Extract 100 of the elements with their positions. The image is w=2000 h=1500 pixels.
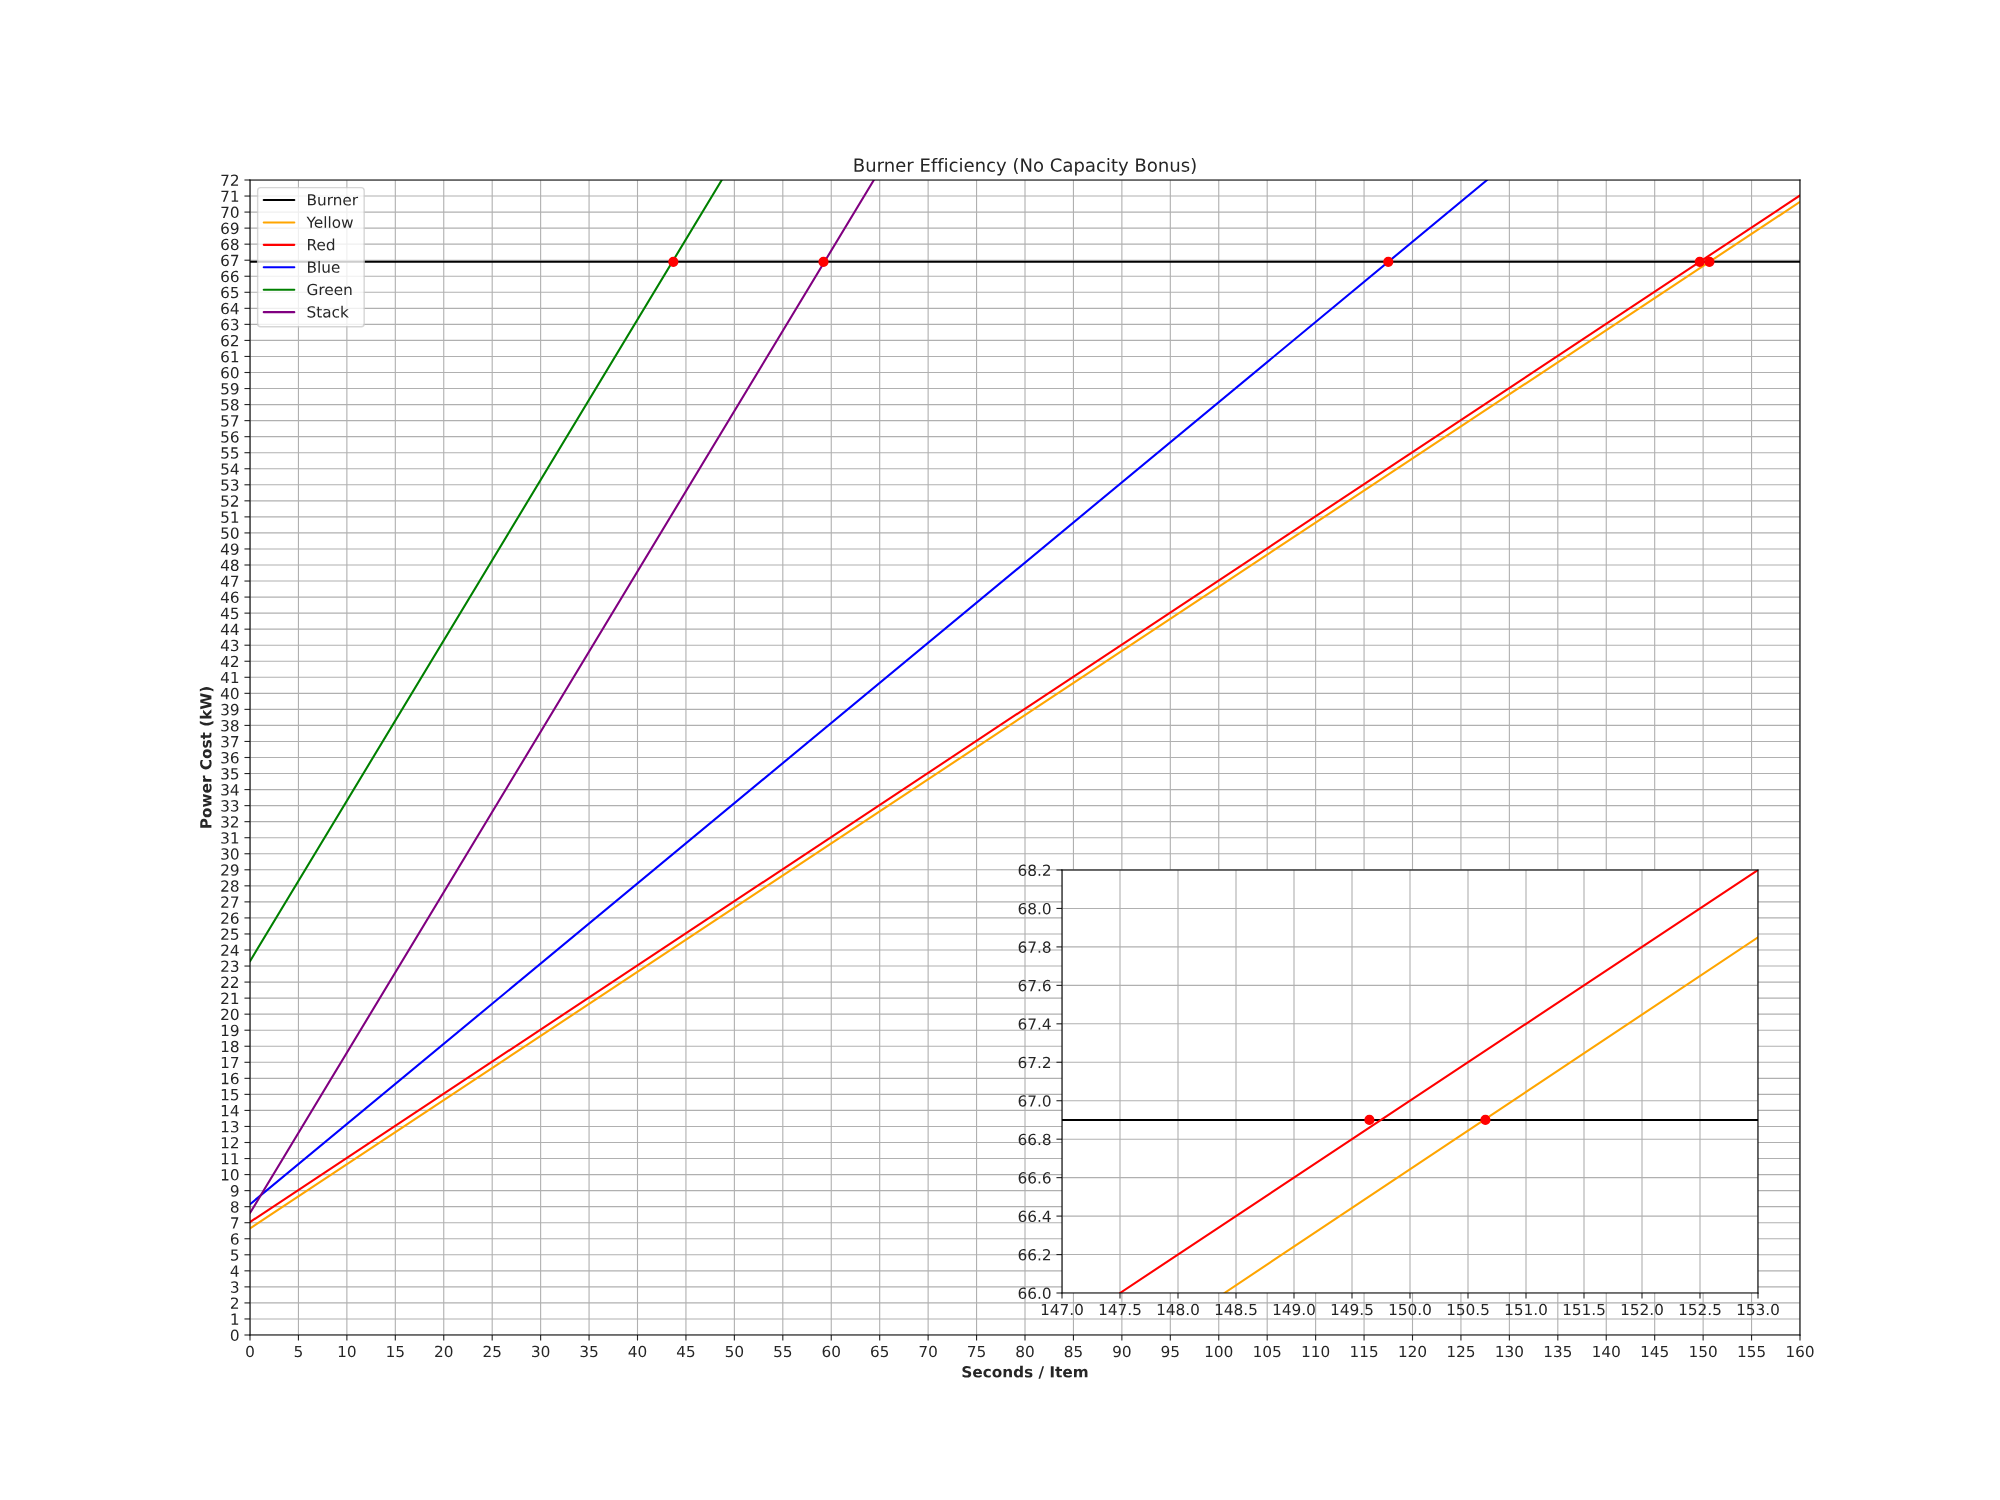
y-tick-label: 62 [221, 334, 239, 347]
y-tick-label: 29 [221, 864, 239, 876]
x-tick-label: 5 [294, 1345, 302, 1358]
y-tick-label: 67.2 [1018, 1056, 1051, 1069]
y-tick-label: 17 [221, 1056, 239, 1069]
y-tick-label: 54 [221, 463, 239, 475]
y-tick-label: 24 [221, 944, 239, 956]
x-tick-label: 150.5 [1447, 1303, 1489, 1316]
y-tick-label: 53 [221, 479, 239, 491]
y-tick-label: 44 [220, 623, 239, 635]
x-tick-label: 25 [483, 1345, 501, 1358]
y-tick-label: 15 [221, 1089, 239, 1101]
y-tick-label: 21 [221, 992, 239, 1004]
y-tick-label: 66 [221, 270, 239, 283]
x-tick-label: 150 [1690, 1345, 1717, 1358]
legend-label: Stack [307, 305, 349, 318]
y-tick-label: 39 [221, 703, 239, 716]
y-tick-label: 70 [221, 206, 239, 219]
x-tick-label: 150.0 [1389, 1303, 1431, 1316]
x-tick-label: 149.5 [1331, 1303, 1373, 1316]
x-tick-label: 45 [676, 1345, 695, 1358]
y-tick-label: 19 [221, 1024, 239, 1037]
y-tick-label: 66.8 [1018, 1133, 1051, 1146]
y-tick-label: 9 [230, 1185, 239, 1197]
y-tick-label: 2 [230, 1297, 239, 1309]
y-tick-label: 66.4 [1018, 1210, 1051, 1223]
y-tick-label: 6 [230, 1233, 239, 1245]
y-tick-label: 68.2 [1018, 864, 1051, 877]
y-tick-label: 67 [221, 254, 239, 267]
y-tick-label: 67.4 [1018, 1018, 1051, 1030]
chart-title: Burner Efficiency (No Capacity Bonus) [854, 157, 1196, 176]
y-tick-label: 31 [221, 832, 239, 844]
y-tick-label: 12 [221, 1136, 239, 1149]
x-tick-label: 145 [1641, 1345, 1668, 1358]
x-tick-label: 0 [246, 1345, 254, 1358]
y-tick-label: 49 [220, 543, 239, 555]
x-tick-label: 35 [580, 1345, 598, 1358]
y-tick-label: 59 [221, 383, 239, 395]
x-tick-label: 60 [822, 1345, 840, 1358]
y-tick-label: 34 [221, 784, 239, 796]
y-tick-label: 33 [221, 800, 239, 812]
y-tick-label: 66.0 [1018, 1287, 1051, 1300]
x-tick-label: 160 [1787, 1345, 1814, 1358]
y-tick-label: 67.6 [1018, 979, 1051, 992]
y-tick-label: 69 [221, 222, 239, 235]
y-tick-label: 22 [221, 976, 239, 988]
x-tick-label: 105 [1254, 1345, 1281, 1358]
x-axis-title: Seconds / Item [962, 1365, 1088, 1379]
y-tick-label: 40 [220, 687, 239, 700]
y-tick-label: 72 [221, 174, 239, 186]
y-tick-label: 41 [220, 671, 239, 684]
y-tick-label: 1 [231, 1313, 239, 1325]
y-tick-label: 61 [221, 350, 239, 363]
x-tick-label: 153.0 [1737, 1303, 1779, 1316]
y-tick-label: 48 [220, 559, 239, 572]
x-tick-label: 125 [1448, 1345, 1475, 1358]
y-tick-label: 63 [221, 318, 239, 331]
y-tick-label: 43 [220, 639, 239, 652]
legend-label: Green [307, 283, 352, 296]
y-tick-label: 67.8 [1018, 941, 1051, 953]
y-tick-label: 56 [221, 431, 239, 443]
x-tick-label: 115 [1351, 1345, 1378, 1358]
y-tick-label: 52 [221, 495, 239, 507]
y-tick-label: 3 [231, 1281, 239, 1293]
y-tick-label: 11 [221, 1153, 239, 1165]
y-tick-label: 47 [220, 575, 239, 587]
x-tick-label: 152.0 [1621, 1303, 1663, 1316]
x-tick-label: 70 [919, 1345, 937, 1358]
x-tick-label: 20 [435, 1345, 453, 1358]
x-tick-label: 95 [1161, 1345, 1179, 1358]
y-tick-label: 64 [221, 302, 239, 315]
y-tick-label: 50 [221, 527, 239, 539]
y-tick-label: 42 [220, 655, 239, 668]
x-tick-label: 151.5 [1563, 1303, 1605, 1316]
y-tick-label: 58 [221, 399, 239, 411]
x-tick-label: 155 [1738, 1345, 1765, 1358]
x-tick-label: 147.5 [1099, 1303, 1141, 1316]
x-tick-label: 149.0 [1273, 1303, 1315, 1316]
x-tick-label: 152.5 [1679, 1303, 1721, 1316]
x-tick-label: 120 [1399, 1345, 1427, 1358]
y-tick-label: 51 [221, 511, 239, 523]
x-tick-label: 135 [1544, 1345, 1572, 1358]
y-tick-label: 35 [221, 768, 239, 780]
y-tick-label: 0 [230, 1329, 239, 1342]
y-tick-label: 68.0 [1018, 902, 1051, 915]
y-tick-label: 66.6 [1018, 1172, 1051, 1184]
y-tick-label: 14 [221, 1105, 239, 1117]
x-tick-label: 55 [774, 1345, 792, 1358]
x-tick-label: 40 [628, 1345, 647, 1358]
y-tick-label: 71 [221, 190, 239, 202]
y-tick-label: 8 [230, 1201, 239, 1213]
x-tick-label: 85 [1064, 1345, 1082, 1358]
y-tick-label: 68 [221, 238, 239, 251]
y-tick-label: 7 [231, 1217, 239, 1229]
x-tick-label: 80 [1016, 1345, 1034, 1358]
legend-label: Yellow [306, 216, 353, 228]
x-tick-label: 10 [338, 1345, 356, 1358]
x-tick-label: 130 [1496, 1345, 1523, 1358]
x-tick-label: 90 [1113, 1345, 1131, 1358]
y-tick-label: 60 [221, 366, 239, 379]
